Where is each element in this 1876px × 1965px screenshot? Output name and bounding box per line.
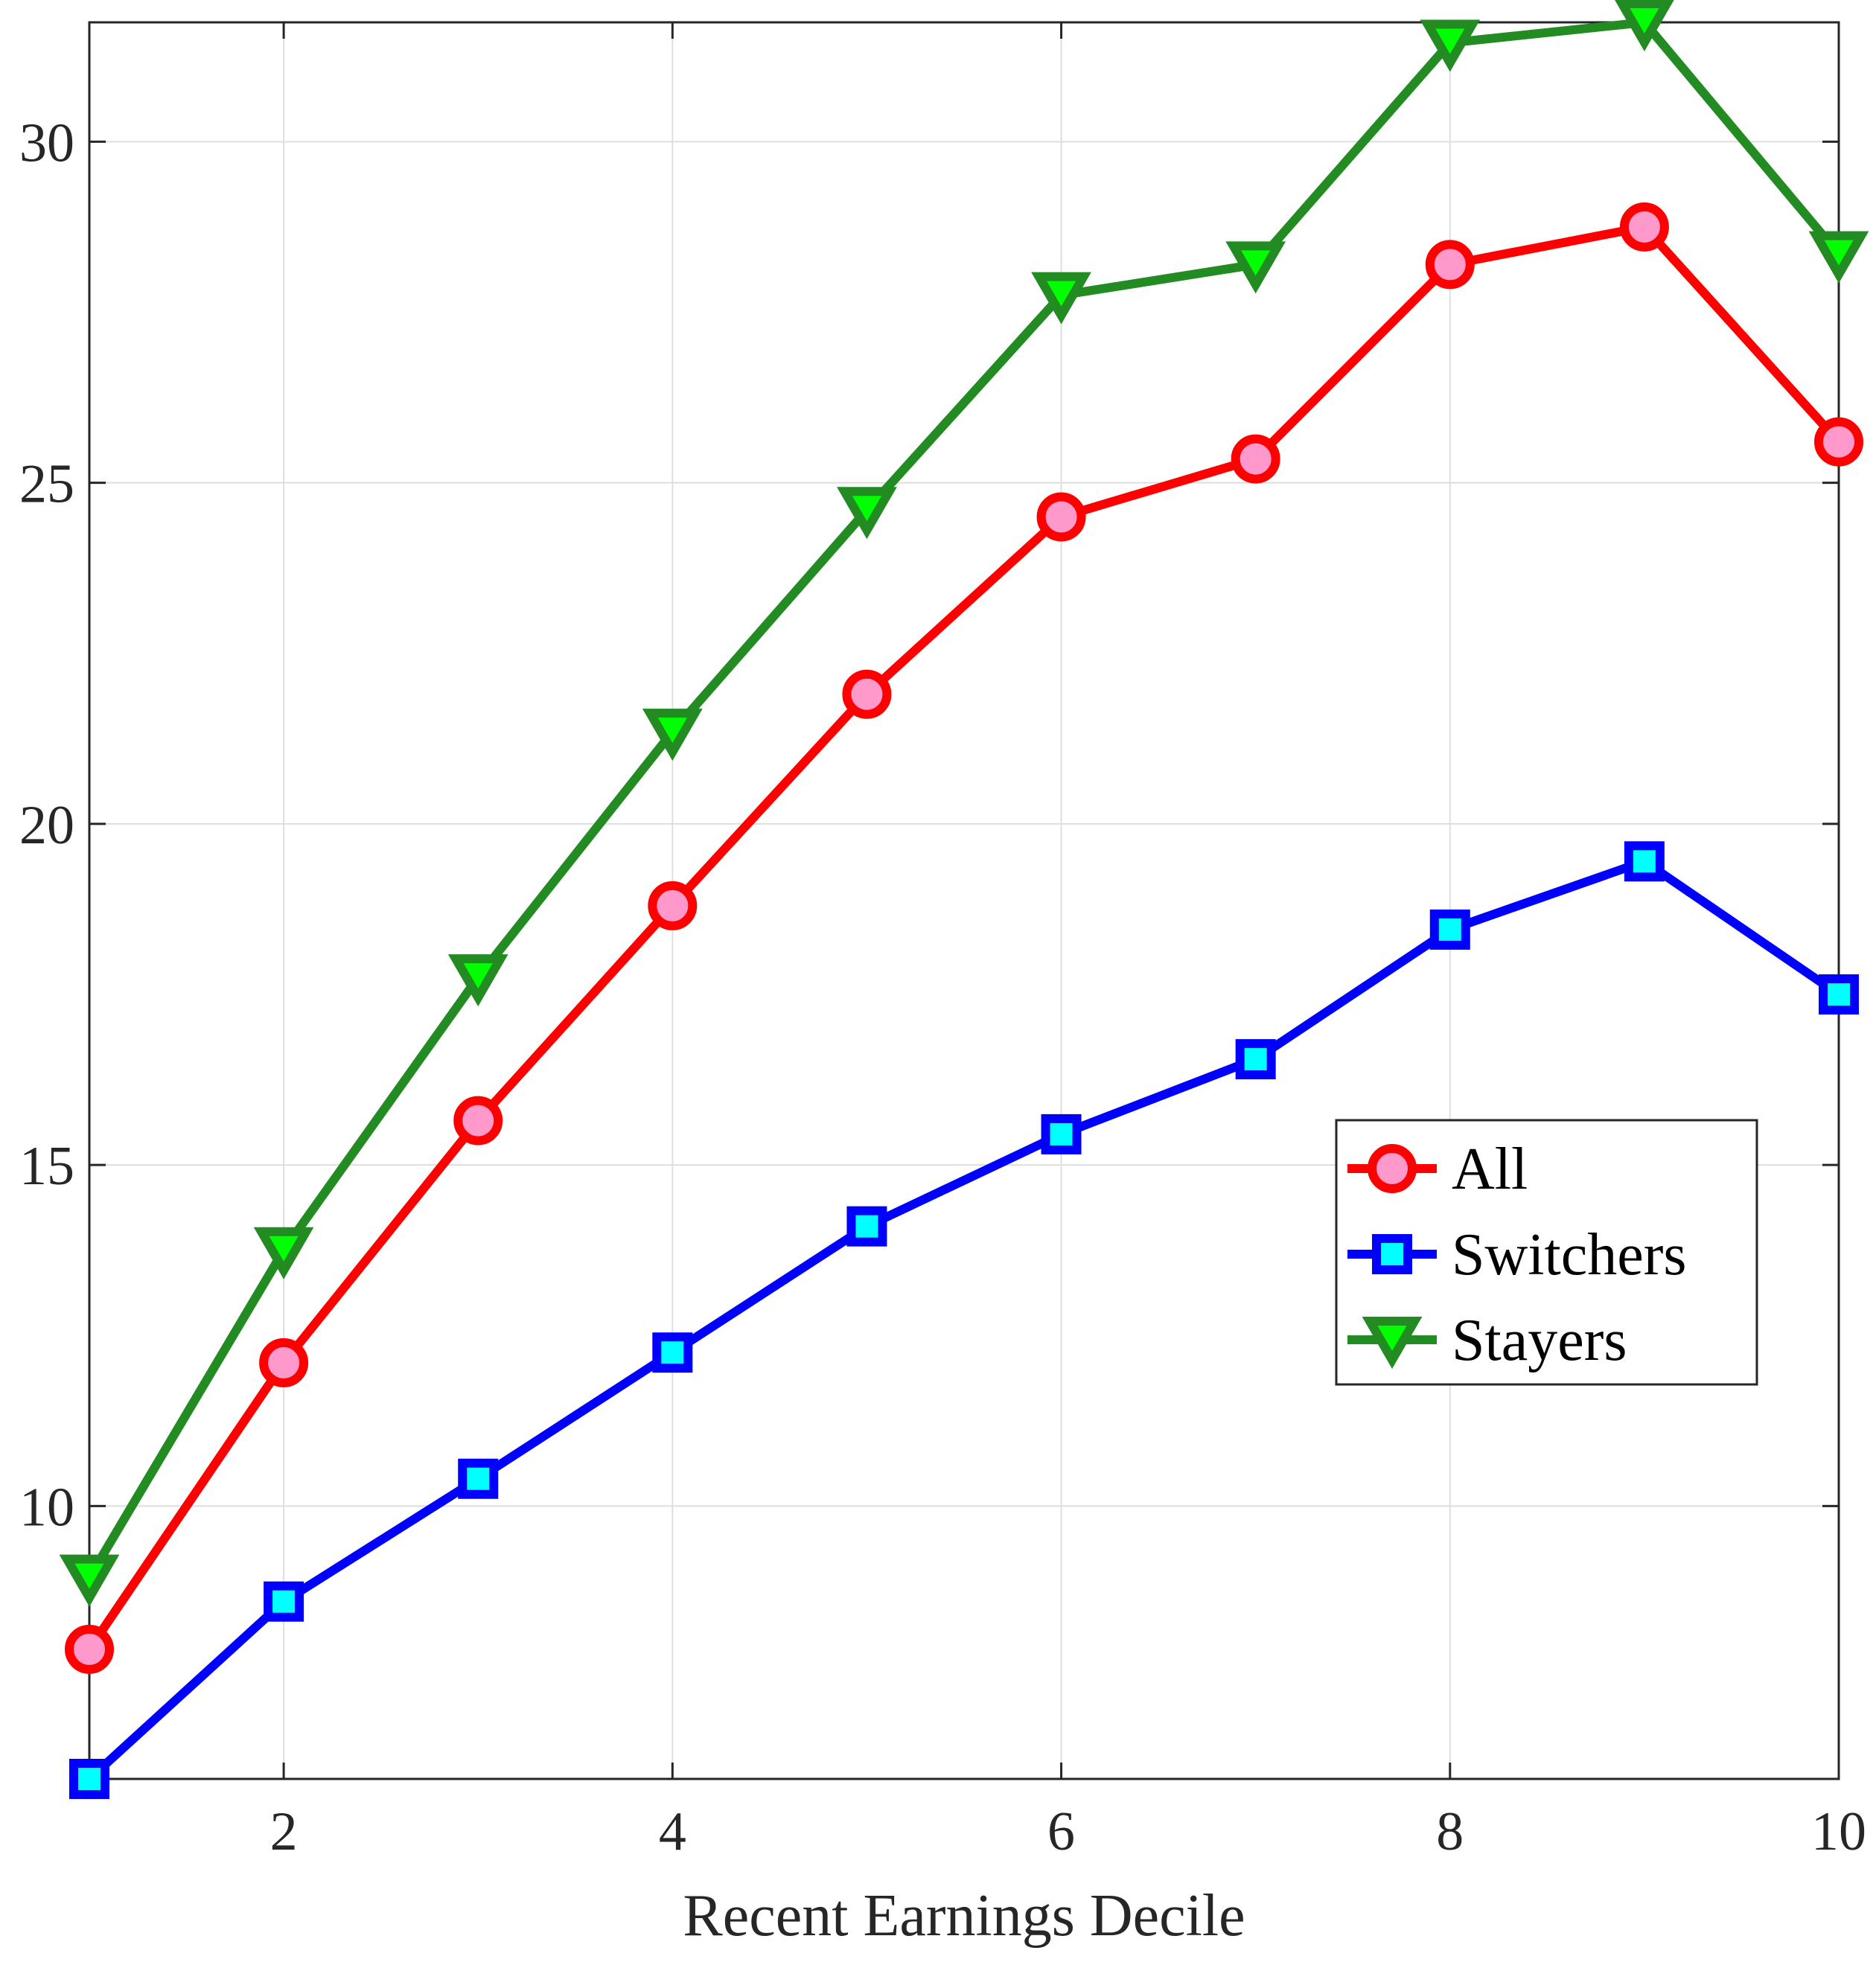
data-point-all bbox=[1619, 202, 1669, 252]
legend-label-stayers: Stayers bbox=[1452, 1308, 1627, 1373]
data-point-all bbox=[1036, 492, 1086, 542]
data-point-stayers bbox=[1420, 19, 1481, 72]
x-tick-label: 4 bbox=[659, 1801, 686, 1862]
data-point-switchers bbox=[846, 1206, 887, 1247]
grid-lines bbox=[89, 22, 1840, 1779]
x-tick-label: 10 bbox=[1811, 1801, 1866, 1862]
data-point-all bbox=[1425, 240, 1475, 290]
y-tick-label: 15 bbox=[19, 1136, 74, 1197]
series-all bbox=[65, 202, 1863, 1674]
axis-ticks: 2 4 6 8 10 10 15 20 25 30 bbox=[19, 22, 1866, 1862]
data-point-switchers bbox=[1041, 1114, 1082, 1154]
y-tick-label: 30 bbox=[19, 112, 74, 173]
series-line-stayers bbox=[85, 18, 1843, 1582]
data-point-switchers bbox=[1819, 974, 1859, 1015]
data-point-all bbox=[842, 669, 892, 719]
data-point-switchers bbox=[1624, 841, 1665, 882]
data-point-stayers bbox=[1808, 231, 1869, 284]
data-point-switchers bbox=[652, 1332, 693, 1373]
x-tick-label: 6 bbox=[1047, 1801, 1075, 1862]
data-point-switchers bbox=[1235, 1039, 1276, 1080]
plot-area-frame bbox=[88, 21, 1840, 1780]
y-tick-label: 10 bbox=[19, 1477, 74, 1538]
legend: All Switchers Stayers bbox=[1335, 1119, 1758, 1386]
data-point-switchers bbox=[458, 1458, 499, 1499]
data-point-switchers bbox=[69, 1759, 109, 1799]
legend-marker-all bbox=[1368, 1144, 1417, 1193]
y-tick-label: 25 bbox=[19, 454, 74, 515]
data-point-all bbox=[259, 1338, 309, 1387]
x-tick-label: 2 bbox=[270, 1801, 298, 1862]
series-stayers bbox=[59, 0, 1869, 1607]
series-line-all bbox=[85, 222, 1843, 1654]
x-tick-label: 8 bbox=[1436, 1801, 1464, 1862]
y-tick-label: 20 bbox=[19, 795, 74, 856]
data-point-switchers bbox=[1429, 909, 1470, 950]
data-point-all bbox=[65, 1624, 114, 1674]
data-point-all bbox=[1814, 417, 1863, 467]
legend-label-all: All bbox=[1452, 1137, 1528, 1202]
data-point-switchers bbox=[264, 1581, 304, 1622]
data-point-all bbox=[648, 881, 698, 930]
data-point-stayers bbox=[1615, 0, 1674, 52]
data-point-stayers bbox=[642, 709, 703, 761]
legend-label-switchers: Switchers bbox=[1452, 1222, 1687, 1288]
data-point-stayers bbox=[1225, 241, 1286, 294]
data-point-all bbox=[1231, 434, 1280, 484]
x-axis-title: Recent Earnings Decile bbox=[683, 1883, 1245, 1949]
series-layer bbox=[59, 0, 1869, 1799]
series-line-switchers bbox=[85, 857, 1843, 1783]
data-point-stayers bbox=[59, 1554, 120, 1607]
legend-marker-switchers bbox=[1372, 1234, 1412, 1274]
data-point-stayers bbox=[253, 1227, 314, 1279]
series-switchers bbox=[69, 841, 1859, 1799]
data-point-stayers bbox=[1031, 272, 1091, 325]
data-point-all bbox=[453, 1096, 503, 1146]
data-point-stayers bbox=[447, 954, 508, 1007]
data-point-stayers bbox=[837, 487, 897, 540]
legend-marker-stayers bbox=[1362, 1317, 1423, 1370]
